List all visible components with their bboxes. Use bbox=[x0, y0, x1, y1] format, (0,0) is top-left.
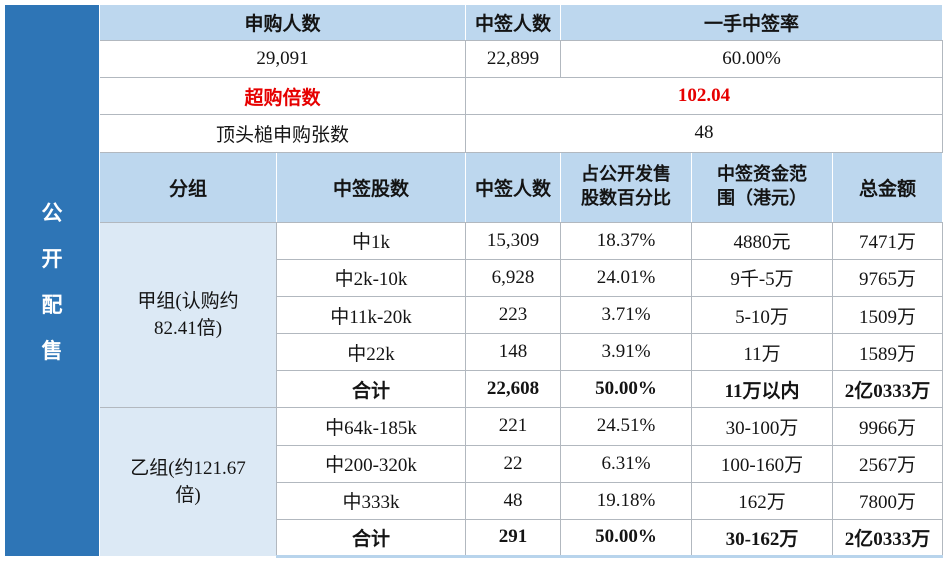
sidebar-char: 配 bbox=[41, 292, 63, 317]
group-a-subtotal-winners: 22,608 bbox=[465, 370, 562, 409]
cell-winners: 223 bbox=[465, 295, 562, 335]
col-header-total: 总金额 bbox=[832, 151, 944, 223]
cell-winners: 221 bbox=[465, 407, 562, 446]
cell-range: 11万 bbox=[691, 333, 834, 372]
group-b-subtotal-total: 2亿0333万 bbox=[832, 518, 944, 559]
sidebar-vertical-title: 公 开 配 售 bbox=[7, 197, 97, 365]
cell-shares: 中2k-10k bbox=[275, 258, 467, 298]
one-lot-rate-value: 60.00% bbox=[560, 40, 944, 79]
cell-total: 2567万 bbox=[832, 444, 944, 483]
cell-range: 9千-5万 bbox=[691, 258, 834, 298]
cell-pct: 3.91% bbox=[560, 333, 693, 372]
cell-range: 4880元 bbox=[691, 221, 834, 260]
public-offering-table: 公 开 配 售 申购人数 中签人数 一手中签率 29,091 22,899 60… bbox=[4, 3, 944, 559]
sidebar-char: 公 bbox=[41, 200, 63, 225]
cell-shares: 中11k-20k bbox=[275, 295, 467, 335]
oversubscription-label: 超购倍数 bbox=[98, 77, 467, 116]
col-header-pct: 占公开发售股数百分比 bbox=[560, 151, 693, 223]
head-hammer-label: 顶头槌申购张数 bbox=[98, 114, 467, 153]
group-a-subtotal-total: 2亿0333万 bbox=[832, 370, 944, 409]
group-b-subtotal-label: 合计 bbox=[275, 518, 467, 559]
sidebar-char: 开 bbox=[41, 246, 63, 271]
group-b-subtotal-range: 30-162万 bbox=[691, 518, 834, 559]
cell-shares: 中22k bbox=[275, 333, 467, 372]
cell-range: 100-160万 bbox=[691, 444, 834, 483]
header-winners: 中签人数 bbox=[465, 3, 562, 42]
cell-range: 30-100万 bbox=[691, 407, 834, 446]
cell-winners: 48 bbox=[465, 481, 562, 520]
cell-shares: 中64k-185k bbox=[275, 407, 467, 446]
group-a-subtotal-label: 合计 bbox=[275, 370, 467, 409]
oversubscription-value: 102.04 bbox=[465, 77, 944, 116]
cell-winners: 148 bbox=[465, 333, 562, 372]
cell-pct: 24.51% bbox=[560, 407, 693, 446]
group-b-label: 乙组(约121.67倍) bbox=[99, 407, 277, 557]
cell-winners: 22 bbox=[465, 444, 562, 483]
sidebar-public-offering: 公 开 配 售 bbox=[4, 4, 100, 557]
cell-winners: 6,928 bbox=[465, 258, 562, 298]
head-hammer-value: 48 bbox=[465, 114, 944, 153]
group-a-subtotal-pct: 50.00% bbox=[560, 370, 693, 409]
cell-total: 9765万 bbox=[832, 258, 944, 298]
group-a-subtotal-range: 11万以内 bbox=[691, 370, 834, 409]
winners-value: 22,899 bbox=[465, 40, 562, 79]
cell-pct: 18.37% bbox=[560, 221, 693, 260]
subscribers-value: 29,091 bbox=[98, 40, 467, 79]
cell-shares: 中333k bbox=[275, 481, 467, 520]
group-b-subtotal-winners: 291 bbox=[465, 518, 562, 559]
col-header-fund-range: 中签资金范围（港元） bbox=[691, 151, 834, 223]
cell-range: 5-10万 bbox=[691, 295, 834, 335]
cell-pct: 19.18% bbox=[560, 481, 693, 520]
header-subscribers: 申购人数 bbox=[98, 3, 467, 42]
cell-total: 9966万 bbox=[832, 407, 944, 446]
col-header-group: 分组 bbox=[99, 151, 277, 223]
sidebar-char: 售 bbox=[41, 338, 63, 363]
cell-total: 1509万 bbox=[832, 295, 944, 335]
cell-range: 162万 bbox=[691, 481, 834, 520]
group-b-subtotal-pct: 50.00% bbox=[560, 518, 693, 559]
cell-total: 1589万 bbox=[832, 333, 944, 372]
cell-pct: 3.71% bbox=[560, 295, 693, 335]
cell-total: 7800万 bbox=[832, 481, 944, 520]
cell-winners: 15,309 bbox=[465, 221, 562, 260]
cell-shares: 中1k bbox=[275, 221, 467, 260]
col-header-winners: 中签人数 bbox=[465, 151, 562, 223]
cell-total: 7471万 bbox=[832, 221, 944, 260]
cell-shares: 中200-320k bbox=[275, 444, 467, 483]
cell-pct: 24.01% bbox=[560, 258, 693, 298]
group-a-label: 甲组(认购约82.41倍) bbox=[99, 221, 277, 409]
cell-pct: 6.31% bbox=[560, 444, 693, 483]
col-header-shares: 中签股数 bbox=[275, 151, 467, 223]
header-one-lot-rate: 一手中签率 bbox=[560, 3, 944, 42]
